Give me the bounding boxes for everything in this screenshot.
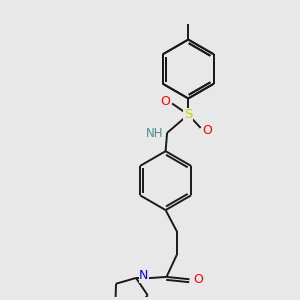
Text: O: O: [161, 94, 170, 108]
Text: O: O: [202, 124, 212, 137]
Text: O: O: [193, 273, 202, 286]
Text: N: N: [139, 269, 148, 282]
Text: S: S: [184, 108, 193, 121]
Text: NH: NH: [146, 127, 164, 140]
